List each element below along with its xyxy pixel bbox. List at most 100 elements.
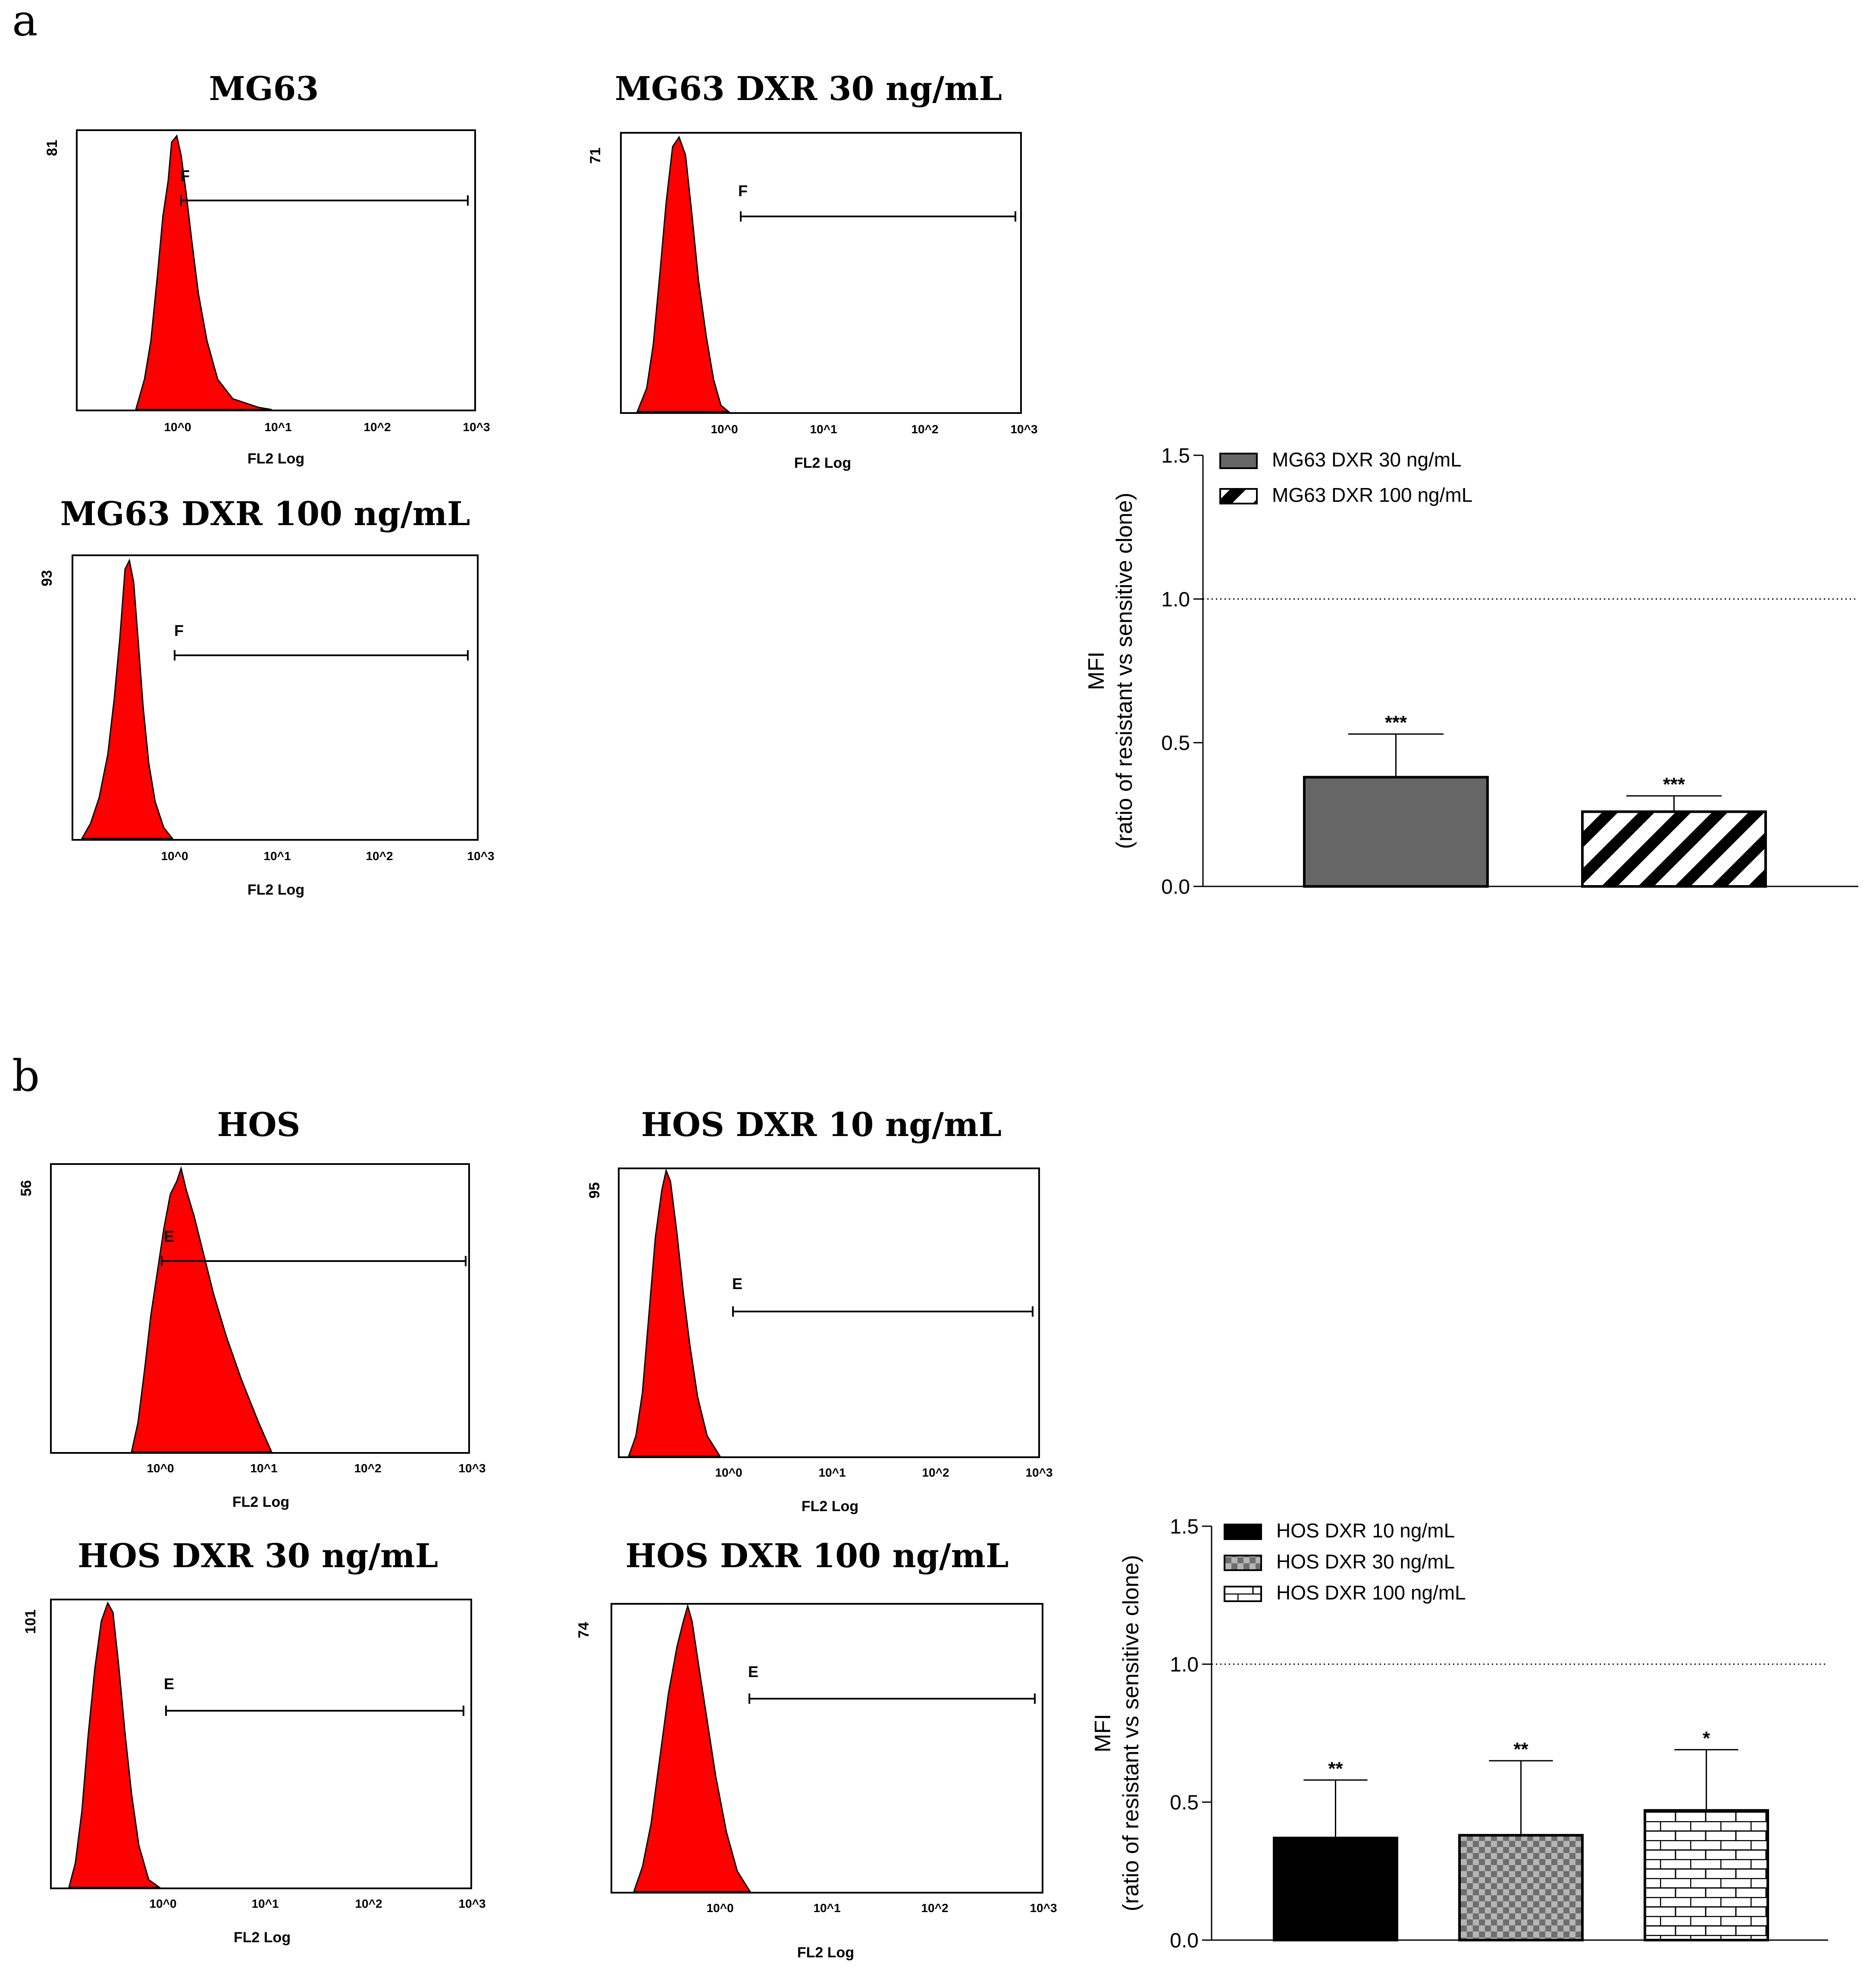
y-max-label: 93 bbox=[39, 570, 55, 586]
y-tick-label: 0.5 bbox=[1161, 732, 1190, 755]
x-tick-label: 10^0 bbox=[706, 1901, 733, 1915]
histogram-frame bbox=[72, 554, 479, 841]
x-axis-label: FL2 Log bbox=[794, 455, 851, 471]
legend-label: HOS DXR 10 ng/mL bbox=[1276, 1519, 1455, 1542]
panel-label-b: b bbox=[12, 1051, 40, 1101]
legend-swatch bbox=[1219, 488, 1258, 504]
legend-label: MG63 DXR 30 ng/mL bbox=[1272, 448, 1462, 471]
histogram-hos: HOS E 56 10^0 10^1 10^2 10^3 FL2 Log bbox=[18, 1105, 486, 1510]
histogram-curve bbox=[131, 1166, 273, 1453]
x-axis-label: FL2 Log bbox=[797, 1944, 854, 1961]
y-tick-label: 1.5 bbox=[1161, 444, 1190, 467]
x-tick-label: 10^2 bbox=[911, 423, 938, 436]
x-tick-label: 10^1 bbox=[818, 1466, 846, 1479]
gate-label: F bbox=[174, 622, 184, 639]
y-tick-label: 0.0 bbox=[1161, 876, 1190, 898]
legend-swatch bbox=[1219, 453, 1258, 469]
x-tick-label: 10^0 bbox=[715, 1466, 742, 1479]
y-max-label: 81 bbox=[44, 140, 60, 156]
histogram-frame bbox=[620, 132, 1022, 414]
x-tick-label: 10^3 bbox=[1025, 1466, 1052, 1479]
y-axis-title: MFI bbox=[1084, 651, 1109, 690]
x-axis-label: FL2 Log bbox=[232, 1494, 289, 1510]
x-tick-label: 10^0 bbox=[149, 1897, 176, 1910]
histogram-mg63: MG63 F 81 10^0 10^1 10^2 10^3 FL2 Log bbox=[44, 69, 490, 467]
legend-swatch bbox=[1224, 1524, 1262, 1540]
histogram-title: MG63 bbox=[209, 69, 319, 108]
histogram-curve bbox=[81, 558, 174, 839]
gate-label: E bbox=[732, 1275, 742, 1293]
gate-label: E bbox=[164, 1227, 174, 1245]
histogram-frame bbox=[76, 129, 476, 411]
x-tick-label: 10^0 bbox=[161, 849, 188, 863]
histogram-hos-dxr100: HOS DXR 100 ng/mL E 74 10^0 10^1 10^2 10… bbox=[576, 1537, 1057, 1961]
mg63-mfi-bar-chart: 0.0 0.5 1.0 1.5 MFI (ratio of resistant vs se… bbox=[1084, 444, 1858, 898]
significance-label: *** bbox=[1663, 774, 1685, 795]
y-max-label: 74 bbox=[576, 1622, 592, 1638]
x-tick-label: 10^0 bbox=[711, 423, 738, 436]
bar bbox=[1303, 776, 1489, 888]
x-tick-label: 10^1 bbox=[251, 1897, 279, 1910]
histogram-title: HOS DXR 100 ng/mL bbox=[626, 1537, 1009, 1575]
histogram-curve bbox=[68, 1601, 162, 1888]
histogram-title: HOS DXR 30 ng/mL bbox=[78, 1537, 438, 1575]
y-axis-subtitle: (ratio of resistant vs sensitive clone) bbox=[1112, 493, 1137, 849]
x-tick-label: 10^1 bbox=[810, 423, 837, 436]
x-tick-label: 10^2 bbox=[363, 420, 391, 434]
y-max-label: 95 bbox=[586, 1182, 603, 1199]
x-axis-label: FL2 Log bbox=[802, 1498, 858, 1515]
x-tick-label: 10^3 bbox=[458, 1897, 485, 1910]
x-tick-label: 10^0 bbox=[147, 1462, 174, 1475]
y-tick-label: 0.0 bbox=[1170, 1929, 1199, 1952]
x-tick-label: 10^2 bbox=[922, 1466, 949, 1479]
y-tick-label: 1.0 bbox=[1161, 588, 1190, 611]
histogram-mg63-dxr100: MG63 DXR 100 ng/mL F 93 10^0 10^1 10^2 1… bbox=[39, 495, 495, 898]
y-tick-label: 1.0 bbox=[1170, 1653, 1199, 1676]
histogram-title: MG63 DXR 100 ng/mL bbox=[60, 495, 470, 533]
x-axis-label: FL2 Log bbox=[234, 1929, 291, 1946]
x-tick-label: 10^3 bbox=[458, 1462, 485, 1475]
x-tick-label: 10^2 bbox=[921, 1901, 948, 1915]
histogram-frame bbox=[50, 1599, 472, 1889]
histogram-title: MG63 DXR 30 ng/mL bbox=[615, 69, 1002, 108]
legend-swatch bbox=[1224, 1555, 1262, 1571]
x-tick-label: 10^1 bbox=[263, 849, 291, 863]
histogram-curve bbox=[135, 134, 272, 410]
y-tick-label: 1.5 bbox=[1170, 1515, 1199, 1538]
bar bbox=[1581, 810, 1767, 888]
y-axis-subtitle: (ratio of resistant vs sensitive clone) bbox=[1118, 1555, 1143, 1912]
x-tick-label: 10^3 bbox=[1030, 1901, 1057, 1915]
x-tick-label: 10^1 bbox=[813, 1901, 840, 1915]
histogram-curve bbox=[627, 1168, 721, 1457]
gate-label: F bbox=[738, 182, 748, 200]
gate-label: F bbox=[180, 167, 190, 185]
y-tick-label: 0.5 bbox=[1170, 1791, 1199, 1814]
histogram-frame bbox=[50, 1163, 470, 1454]
significance-label: *** bbox=[1385, 712, 1407, 733]
histogram-hos-dxr10: HOS DXR 10 ng/mL E 95 10^0 10^1 10^2 10^… bbox=[586, 1105, 1053, 1515]
gate-label: E bbox=[164, 1675, 174, 1693]
hos-mfi-bar-chart: 0.0 0.5 1.0 1.5 MFI (ratio of resistant vs se… bbox=[1090, 1515, 1828, 1952]
x-axis-label: FL2 Log bbox=[247, 882, 304, 898]
gate-label: E bbox=[748, 1663, 758, 1681]
histogram-title: HOS DXR 10 ng/mL bbox=[641, 1105, 1002, 1144]
legend-label: HOS DXR 30 ng/mL bbox=[1276, 1550, 1455, 1573]
x-tick-label: 10^3 bbox=[1010, 423, 1037, 436]
x-axis-label: FL2 Log bbox=[247, 451, 304, 467]
histogram-hos-dxr30: HOS DXR 30 ng/mL E 101 10^0 10^1 10^2 10… bbox=[22, 1537, 486, 1946]
bar bbox=[1458, 1834, 1584, 1941]
bar bbox=[1644, 1809, 1769, 1942]
x-tick-label: 10^3 bbox=[463, 420, 490, 434]
y-max-label: 71 bbox=[587, 147, 604, 164]
legend-swatch bbox=[1224, 1586, 1262, 1602]
x-tick-label: 10^2 bbox=[355, 1897, 382, 1910]
significance-label: ** bbox=[1328, 1758, 1343, 1779]
legend-label: MG63 DXR 100 ng/mL bbox=[1272, 484, 1472, 506]
panel-label-a: a bbox=[12, 0, 38, 46]
histogram-curve bbox=[636, 135, 731, 413]
histogram-mg63-dxr30: MG63 DXR 30 ng/mL F 71 10^0 10^1 10^2 10… bbox=[587, 69, 1038, 471]
x-tick-label: 10^3 bbox=[467, 849, 494, 863]
legend-label: HOS DXR 100 ng/mL bbox=[1276, 1581, 1466, 1604]
x-tick-label: 10^2 bbox=[354, 1462, 381, 1475]
